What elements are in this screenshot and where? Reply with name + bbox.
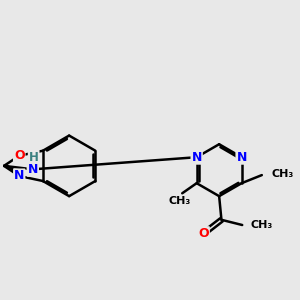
Text: N: N <box>236 151 247 164</box>
Text: N: N <box>14 169 24 182</box>
Text: N: N <box>28 163 38 176</box>
Text: N: N <box>191 151 202 164</box>
Text: CH₃: CH₃ <box>251 220 273 230</box>
Text: CH₃: CH₃ <box>168 196 190 206</box>
Text: O: O <box>14 149 25 162</box>
Text: O: O <box>198 227 209 240</box>
Text: H: H <box>29 151 39 164</box>
Text: CH₃: CH₃ <box>271 169 293 179</box>
